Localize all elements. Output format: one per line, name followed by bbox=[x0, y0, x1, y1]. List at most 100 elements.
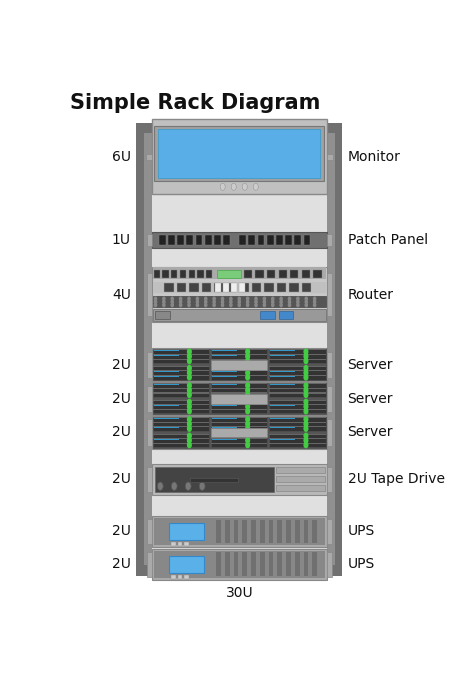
Bar bbox=[270, 366, 295, 368]
Circle shape bbox=[230, 297, 232, 300]
Bar bbox=[270, 409, 295, 410]
Circle shape bbox=[246, 297, 249, 300]
Bar bbox=[270, 443, 295, 444]
Bar bbox=[153, 295, 326, 307]
Circle shape bbox=[304, 408, 308, 414]
Bar bbox=[277, 552, 282, 576]
Text: 2U: 2U bbox=[112, 358, 131, 372]
Circle shape bbox=[213, 297, 215, 300]
Bar bbox=[276, 485, 325, 491]
Bar bbox=[153, 400, 209, 414]
Bar bbox=[211, 349, 267, 350]
Circle shape bbox=[246, 375, 249, 380]
Circle shape bbox=[280, 300, 282, 304]
Circle shape bbox=[304, 433, 308, 439]
Bar bbox=[152, 516, 327, 547]
Bar bbox=[270, 434, 295, 435]
Bar bbox=[164, 283, 173, 293]
Bar bbox=[154, 422, 179, 423]
Circle shape bbox=[304, 404, 308, 409]
Bar bbox=[211, 409, 267, 410]
Bar bbox=[144, 133, 335, 565]
Bar bbox=[154, 383, 179, 385]
Bar bbox=[197, 270, 203, 278]
Circle shape bbox=[280, 304, 282, 307]
Bar bbox=[154, 370, 179, 372]
Circle shape bbox=[231, 183, 237, 191]
Circle shape bbox=[246, 366, 249, 370]
Bar bbox=[303, 235, 310, 245]
Text: 2U: 2U bbox=[112, 425, 131, 439]
Bar bbox=[260, 311, 275, 319]
Circle shape bbox=[297, 304, 299, 307]
Bar bbox=[270, 393, 295, 394]
Circle shape bbox=[196, 304, 199, 307]
Bar bbox=[154, 518, 325, 545]
Bar bbox=[171, 270, 177, 278]
Circle shape bbox=[305, 304, 307, 307]
Bar bbox=[327, 352, 332, 378]
Bar bbox=[270, 438, 326, 439]
Circle shape bbox=[220, 183, 225, 191]
Bar bbox=[146, 467, 152, 492]
Bar bbox=[211, 393, 267, 404]
Circle shape bbox=[304, 426, 308, 431]
Bar bbox=[211, 366, 267, 367]
Bar bbox=[270, 359, 295, 360]
Text: Server: Server bbox=[347, 391, 393, 406]
Circle shape bbox=[163, 300, 165, 304]
Bar bbox=[251, 519, 256, 544]
Bar bbox=[286, 519, 291, 544]
Circle shape bbox=[221, 297, 224, 300]
Circle shape bbox=[288, 300, 291, 304]
Bar bbox=[184, 542, 189, 546]
Circle shape bbox=[230, 304, 232, 307]
Circle shape bbox=[196, 300, 199, 304]
Bar bbox=[270, 400, 326, 401]
Bar bbox=[158, 128, 320, 178]
Bar bbox=[178, 575, 182, 579]
Bar bbox=[211, 427, 267, 437]
Bar bbox=[153, 349, 209, 350]
Circle shape bbox=[272, 304, 274, 307]
Bar bbox=[244, 270, 252, 278]
Circle shape bbox=[305, 297, 307, 300]
Bar bbox=[270, 383, 326, 385]
Circle shape bbox=[272, 297, 274, 300]
Bar bbox=[146, 385, 152, 412]
Bar bbox=[154, 359, 179, 360]
Text: 2U: 2U bbox=[112, 525, 131, 538]
Circle shape bbox=[171, 304, 173, 307]
Bar bbox=[270, 417, 326, 418]
Bar bbox=[153, 366, 209, 367]
Circle shape bbox=[163, 304, 165, 307]
Bar bbox=[191, 478, 238, 482]
Bar bbox=[152, 382, 327, 415]
Circle shape bbox=[304, 438, 308, 443]
Bar bbox=[212, 375, 237, 377]
Bar bbox=[252, 283, 261, 293]
Circle shape bbox=[155, 297, 156, 300]
Circle shape bbox=[171, 482, 177, 490]
Bar bbox=[211, 375, 267, 376]
Circle shape bbox=[272, 300, 274, 304]
Circle shape bbox=[246, 349, 249, 354]
Circle shape bbox=[304, 421, 308, 427]
Bar bbox=[212, 383, 237, 385]
Bar bbox=[152, 348, 327, 381]
Bar bbox=[154, 366, 179, 368]
Bar bbox=[152, 416, 327, 449]
Bar bbox=[234, 552, 238, 576]
Circle shape bbox=[213, 300, 215, 304]
Bar bbox=[211, 404, 267, 406]
Bar bbox=[270, 370, 326, 372]
Bar bbox=[153, 349, 209, 363]
Bar bbox=[152, 267, 327, 322]
Bar bbox=[276, 476, 325, 482]
Bar bbox=[251, 552, 256, 576]
Bar bbox=[327, 419, 332, 445]
Bar bbox=[270, 349, 326, 350]
Text: 2U: 2U bbox=[112, 473, 131, 486]
Bar bbox=[269, 519, 273, 544]
Bar bbox=[211, 438, 267, 439]
